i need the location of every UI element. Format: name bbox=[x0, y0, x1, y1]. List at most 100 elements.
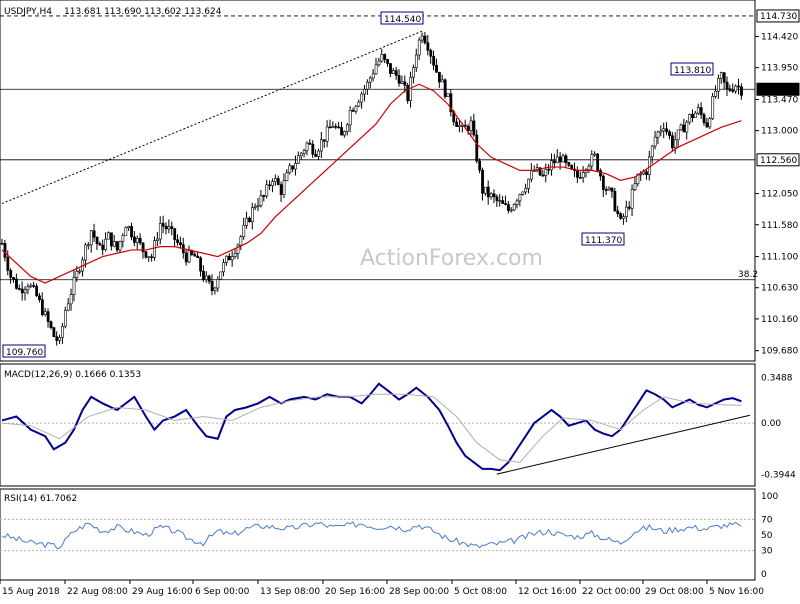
candle-body bbox=[15, 278, 18, 289]
candle-body bbox=[475, 134, 479, 162]
candle-body bbox=[337, 126, 341, 129]
candle-body bbox=[581, 172, 585, 178]
watermark: ActionForex.com bbox=[360, 246, 543, 271]
candle-body bbox=[236, 244, 240, 254]
candle-body bbox=[222, 262, 226, 273]
candle-body bbox=[23, 289, 27, 294]
candle-body bbox=[294, 163, 297, 170]
candle-body bbox=[0, 243, 4, 245]
candle-body bbox=[351, 110, 355, 112]
candle-body bbox=[682, 124, 686, 133]
candle-body bbox=[282, 180, 286, 195]
candle-body bbox=[317, 150, 320, 157]
candle-body bbox=[584, 169, 588, 173]
candle-body bbox=[340, 127, 343, 136]
candle-body bbox=[518, 194, 522, 202]
candle-body bbox=[40, 299, 44, 315]
candle-body bbox=[374, 64, 378, 75]
candle-body bbox=[213, 287, 217, 292]
candle-body bbox=[325, 126, 329, 142]
candle-body bbox=[138, 237, 142, 244]
candle-body bbox=[207, 275, 211, 282]
candle-body bbox=[501, 200, 505, 204]
candle-body bbox=[256, 205, 260, 207]
candle-body bbox=[443, 79, 447, 97]
price-callout-box bbox=[380, 11, 424, 25]
candle-body bbox=[469, 120, 473, 131]
candle-body bbox=[624, 206, 628, 217]
x-tick-label: 5 Oct 08:00 bbox=[454, 587, 507, 597]
macd-title: MACD(12,26,9) 0.1666 0.1353 bbox=[4, 370, 141, 380]
candle-body bbox=[593, 153, 597, 156]
candle-body bbox=[161, 223, 165, 227]
x-tick-label: 15 Aug 2018 bbox=[2, 587, 60, 597]
candle-body bbox=[17, 288, 21, 290]
candle-body bbox=[196, 255, 200, 259]
candle-body bbox=[314, 153, 318, 157]
candle-body bbox=[121, 235, 125, 242]
candle-body bbox=[616, 210, 620, 214]
candle-body bbox=[538, 167, 542, 176]
signal-line bbox=[1, 393, 742, 463]
candle-body bbox=[576, 170, 579, 178]
price-callout-label: 113.810 bbox=[674, 66, 711, 76]
x-tick-label: 5 Nov 16:00 bbox=[709, 587, 764, 597]
candle-body bbox=[75, 270, 79, 278]
macd-layer bbox=[0, 382, 755, 475]
candle-body bbox=[521, 191, 525, 195]
x-tick-label: 22 Aug 08:00 bbox=[67, 587, 128, 597]
candle-body bbox=[55, 336, 59, 341]
candle-body bbox=[331, 125, 335, 128]
candle-body bbox=[512, 204, 516, 211]
candle-body bbox=[740, 86, 743, 96]
candle-body bbox=[403, 81, 407, 86]
candle-body bbox=[259, 195, 263, 206]
x-tick-label: 29 Aug 16:00 bbox=[132, 587, 193, 597]
candle-body bbox=[167, 226, 171, 230]
candle-body bbox=[486, 186, 490, 198]
candle-body bbox=[455, 121, 459, 127]
macd-tick-label: -0.3944 bbox=[761, 471, 796, 481]
candle-body bbox=[383, 54, 387, 60]
macd-tick-label: 0.3488 bbox=[761, 373, 793, 383]
price-tick-label: 112.050 bbox=[761, 190, 798, 200]
candle-body bbox=[239, 236, 243, 246]
candle-body bbox=[78, 270, 82, 273]
candle-body bbox=[29, 285, 33, 288]
candle-body bbox=[527, 178, 530, 189]
candle-body bbox=[696, 107, 700, 114]
candle-body bbox=[524, 188, 528, 193]
candle-body bbox=[550, 160, 553, 171]
candle-body bbox=[153, 240, 156, 258]
candle-body bbox=[87, 244, 90, 247]
candle-body bbox=[622, 216, 625, 219]
candle-body bbox=[135, 237, 139, 243]
candle-body bbox=[719, 72, 723, 79]
candle-body bbox=[601, 175, 605, 190]
candle-body bbox=[590, 154, 594, 167]
candle-body bbox=[515, 200, 519, 205]
candle-body bbox=[63, 309, 67, 327]
candle-body bbox=[371, 73, 375, 79]
candle-body bbox=[437, 71, 441, 83]
candle-body bbox=[449, 93, 453, 113]
candle-body bbox=[285, 172, 289, 181]
rsi-tick-label: 100 bbox=[761, 492, 778, 502]
candle-body bbox=[547, 168, 551, 171]
candle-body bbox=[435, 64, 438, 73]
price-marker-box bbox=[756, 82, 800, 96]
candle-body bbox=[504, 203, 507, 205]
candle-body bbox=[389, 63, 392, 74]
candle-body bbox=[599, 170, 602, 177]
candle-body bbox=[668, 131, 671, 137]
candle-body bbox=[659, 130, 663, 133]
candle-body bbox=[133, 236, 136, 243]
candle-body bbox=[397, 75, 401, 84]
candle-body bbox=[248, 217, 251, 223]
price-layer: 38.2 114.540 113.810 111.370 109.760 bbox=[0, 11, 758, 358]
candle-body bbox=[187, 250, 191, 263]
x-tick-label: 22 Oct 00:00 bbox=[582, 587, 641, 597]
candle-body bbox=[150, 256, 154, 259]
